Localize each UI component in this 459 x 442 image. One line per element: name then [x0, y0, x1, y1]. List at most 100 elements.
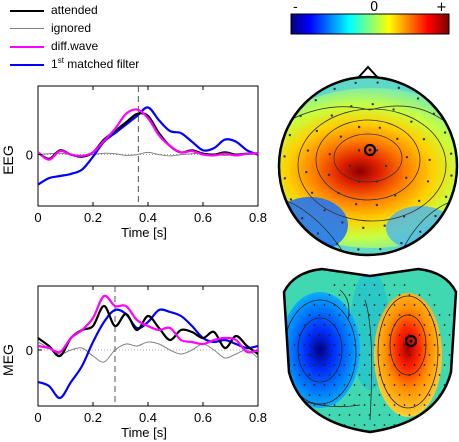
sensor-dot — [388, 314, 391, 316]
sensor-dot — [393, 424, 396, 426]
sensor-dot — [403, 404, 406, 406]
eeg-xtick-label: 0 — [34, 210, 41, 225]
sensor-dot — [373, 424, 376, 426]
sensor-dot — [338, 394, 341, 396]
sensor-dot — [433, 364, 436, 366]
sensor-dot — [398, 294, 401, 296]
sensor-dot — [383, 304, 386, 306]
sensor-dot — [358, 334, 361, 336]
sensor-dot — [418, 394, 421, 396]
eeg-xtick-label: 0.4 — [139, 210, 157, 225]
electrode-dot — [375, 180, 379, 183]
sensor-dot — [358, 374, 361, 376]
sensor-dot — [343, 344, 346, 346]
sensor-dot — [328, 294, 331, 296]
meg-ytick-label: 0 — [26, 343, 33, 358]
sensor-dot — [313, 404, 316, 406]
sensor-dot — [428, 314, 431, 316]
eeg-xlabel: Time [s] — [121, 225, 167, 240]
electrode-dot — [375, 203, 379, 207]
electrode-dot — [379, 247, 382, 251]
sensor-dot — [363, 404, 366, 406]
electrode-dot — [350, 105, 353, 108]
sensor-dot — [353, 284, 356, 286]
electrode-dot — [328, 152, 331, 156]
electrode-dot — [288, 133, 292, 137]
electrode-dot — [341, 221, 344, 224]
sensor-dot — [383, 384, 386, 386]
sensor-dot — [388, 374, 391, 376]
sensor-dot — [438, 334, 441, 336]
sensor-dot — [373, 304, 376, 306]
electrode-dot — [357, 149, 361, 152]
sensor-dot — [393, 284, 396, 286]
sensor-dot — [408, 294, 411, 296]
sensor-dot — [303, 364, 306, 366]
sensor-dot — [433, 344, 436, 346]
sensor-dot — [313, 364, 316, 366]
meg-series-1st-matched-filter — [38, 308, 258, 400]
sensor-dot — [378, 354, 381, 356]
eeg-plot: 0 0.2 0.4 0.6 0.8 0 Time [s] EEG — [0, 85, 267, 240]
electrode-dot — [417, 199, 421, 203]
sensor-dot — [348, 394, 351, 396]
sensor-dot — [363, 344, 366, 346]
sensor-dot — [368, 374, 371, 376]
sensor-dot — [373, 404, 376, 406]
meg-sensors — [293, 284, 451, 426]
sensor-dot — [378, 394, 381, 396]
sensor-dot — [383, 424, 386, 426]
sensor-dot — [323, 404, 326, 406]
sensor-dot — [393, 304, 396, 306]
meg-xtick-label: 0.2 — [84, 410, 102, 425]
eeg-series-diff-wave — [38, 108, 258, 161]
legend-swatch-attended — [10, 10, 44, 12]
electrode-dot — [434, 214, 437, 218]
sensor-dot — [358, 354, 361, 356]
sensor-dot — [358, 314, 361, 316]
sensor-dot — [353, 304, 356, 306]
sensor-dot — [418, 414, 421, 416]
electrode-dot — [410, 120, 413, 123]
sensor-dot — [448, 314, 451, 316]
sensor-dot — [398, 394, 401, 396]
sensor-dot — [383, 284, 386, 286]
electrode-dot — [426, 180, 430, 183]
sensor-dot — [338, 414, 341, 416]
sensor-dot — [403, 364, 406, 366]
electrode-dot — [333, 87, 336, 91]
sensor-dot — [313, 324, 316, 326]
sensor-dot — [428, 294, 431, 296]
eeg-xtick-label: 0.8 — [249, 210, 267, 225]
sensor-dot — [408, 394, 411, 396]
sensor-dot — [448, 374, 451, 376]
meg-xtick-label: 0.8 — [249, 410, 267, 425]
electrode-dot — [337, 191, 340, 195]
sensor-dot — [328, 354, 331, 356]
electrode-dot — [375, 149, 379, 152]
sensor-dot — [393, 364, 396, 366]
sensor-dot — [363, 424, 366, 426]
sensor-dot — [298, 354, 301, 356]
electrode-dot — [357, 248, 360, 251]
sensor-dot — [368, 294, 371, 296]
legend-label-diff-wave: diff.wave — [51, 39, 99, 53]
eeg-ylabel: EEG — [0, 145, 16, 175]
sensor-dot — [323, 324, 326, 326]
sensor-dot — [343, 404, 346, 406]
sensor-dot — [403, 284, 406, 286]
sensor-dot — [448, 354, 451, 356]
sensor-dot — [438, 374, 441, 376]
sensor-dot — [433, 384, 436, 386]
legend-swatch-matched-filter — [10, 64, 44, 66]
sensor-dot — [303, 344, 306, 346]
eeg-ytick-label: 0 — [26, 148, 33, 163]
sensor-dot — [438, 394, 441, 396]
sensor-dot — [368, 414, 371, 416]
sensor-dot — [418, 314, 421, 316]
electrode-dot — [283, 155, 286, 158]
electrode-dot — [335, 242, 339, 246]
meg-xlabel: Time [s] — [121, 425, 167, 440]
sensor-dot — [333, 344, 336, 346]
